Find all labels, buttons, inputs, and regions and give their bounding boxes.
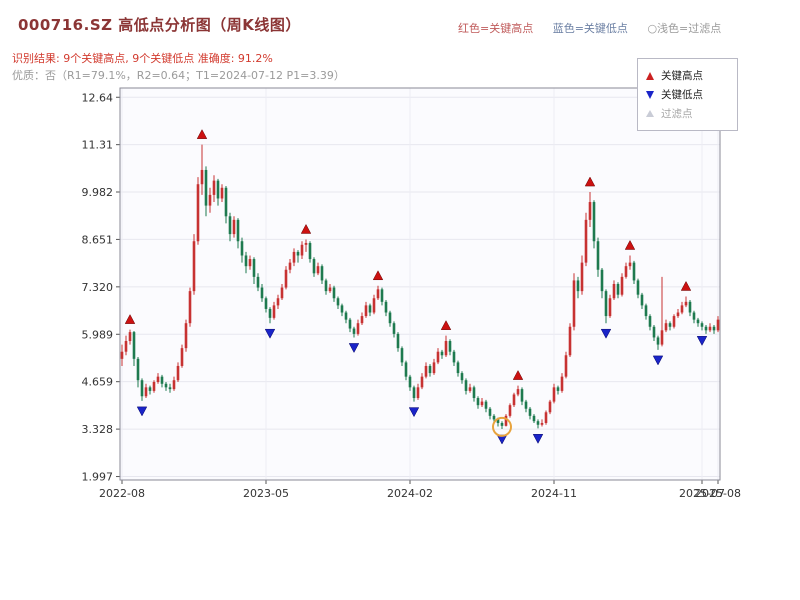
svg-text:2024-02: 2024-02 [387, 487, 433, 500]
svg-text:2023-05: 2023-05 [243, 487, 289, 500]
filtered-point-marker [492, 416, 512, 437]
svg-text:2022-08: 2022-08 [99, 487, 145, 500]
plot-border [119, 87, 721, 481]
light-triangle-icon [646, 110, 654, 117]
svg-text:2025-08: 2025-08 [695, 487, 741, 500]
svg-text:11.31: 11.31 [82, 139, 114, 152]
gridlines [120, 88, 720, 480]
chart-legend-box: 关键高点 关键低点 过滤点 [637, 58, 738, 131]
legend-item-filtered: 过滤点 [646, 106, 729, 121]
svg-text:1.997: 1.997 [82, 471, 114, 484]
svg-text:2025-07: 2025-07 [679, 487, 725, 500]
key-low-markers [136, 328, 708, 445]
svg-text:3.328: 3.328 [82, 423, 114, 436]
svg-text:12.64: 12.64 [82, 91, 114, 104]
svg-text:8.651: 8.651 [82, 233, 114, 246]
candles [120, 144, 720, 430]
recognition-result-text: 识别结果: 9个关键高点, 9个关键低点 准确度: 91.2% [12, 52, 273, 65]
page-title: 000716.SZ 高低点分析图（周K线图） [18, 16, 301, 34]
key-high-markers [124, 129, 692, 380]
red-up-triangle-icon [646, 71, 654, 80]
svg-text:9.982: 9.982 [82, 186, 114, 199]
legend-item-key-high: 关键高点 [646, 68, 729, 83]
header-legend: 红色=关键高点 蓝色=关键低点 ○浅色=过滤点 [458, 20, 737, 36]
legend-item-label: 过滤点 [661, 108, 693, 120]
y-axis-labels: 1.997 3.328 4.659 5.989 7.320 8.651 9.982 11.31… [82, 91, 120, 484]
svg-text:5.989: 5.989 [82, 328, 114, 341]
x-axis-labels: 2022-08 2023-05 2024-02 2024-11 2025-072025-… [99, 480, 741, 500]
quality-metrics-text: 优质：否（R1=79.1%，R2=0.64；T1=2024-07-12 P1=3… [12, 69, 345, 82]
svg-text:7.320: 7.320 [82, 281, 114, 294]
legend-key-low-label: 蓝色=关键低点 [552, 22, 628, 35]
legend-key-high-label: 红色=关键高点 [458, 22, 534, 35]
legend-item-label: 关键高点 [661, 70, 703, 82]
legend-item-label: 关键低点 [661, 89, 703, 101]
svg-text:4.659: 4.659 [82, 376, 114, 389]
plot-background [120, 88, 720, 480]
blue-down-triangle-icon [646, 90, 654, 99]
legend-item-key-low: 关键低点 [646, 87, 729, 102]
svg-text:2024-11: 2024-11 [531, 487, 577, 500]
legend-filter-label: ○浅色=过滤点 [647, 22, 722, 35]
